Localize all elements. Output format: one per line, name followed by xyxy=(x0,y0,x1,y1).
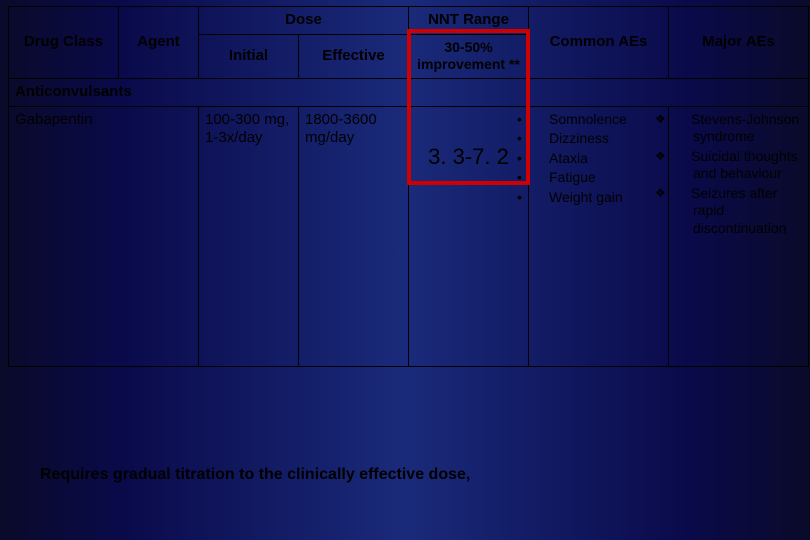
col-agent: Agent xyxy=(119,7,199,79)
table-row: Gabapentin 100-300 mg, 1-3x/day 1800-360… xyxy=(9,106,809,366)
footnote: Requires gradual titration to the clinic… xyxy=(40,466,470,484)
list-item: Dizziness xyxy=(535,130,662,148)
major-ae-list: Stevens-Johnson syndrome Suicidal though… xyxy=(675,111,802,238)
list-item: Somnolence xyxy=(535,111,662,129)
major-ae-cell: Stevens-Johnson syndrome Suicidal though… xyxy=(669,106,809,366)
col-major-ae: Major AEs xyxy=(669,7,809,79)
common-ae-list: Somnolence Dizziness Ataxia Fatigue Weig… xyxy=(535,111,662,207)
nnt-value: 3. 3-7. 2 xyxy=(409,107,528,171)
col-drug-class: Drug Class xyxy=(9,7,119,79)
list-item: Stevens-Johnson syndrome xyxy=(675,111,802,146)
list-item: Fatigue xyxy=(535,169,662,187)
category-row: Anticonvulsants xyxy=(9,78,809,106)
dose-initial-cell: 100-300 mg, 1-3x/day xyxy=(199,106,299,366)
common-ae-cell: Somnolence Dizziness Ataxia Fatigue Weig… xyxy=(529,106,669,366)
list-item: Weight gain xyxy=(535,189,662,207)
col-nnt-sub: 30-50% improvement ** xyxy=(409,34,529,78)
col-nnt: NNT Range xyxy=(409,7,529,35)
list-item: Suicidal thoughts and behaviour xyxy=(675,148,802,183)
list-item: Seizures after rapid discontinuation xyxy=(675,185,802,238)
category-label: Anticonvulsants xyxy=(9,78,809,106)
col-dose-effective: Effective xyxy=(299,34,409,78)
drug-table: Drug Class Agent Dose NNT Range Common A… xyxy=(8,6,809,367)
col-dose: Dose xyxy=(199,7,409,35)
col-common-ae: Common AEs xyxy=(529,7,669,79)
nnt-cell: 3. 3-7. 2 xyxy=(409,106,529,366)
list-item: Ataxia xyxy=(535,150,662,168)
col-dose-initial: Initial xyxy=(199,34,299,78)
slide: Drug Class Agent Dose NNT Range Common A… xyxy=(0,0,810,540)
agent-cell: Gabapentin xyxy=(9,106,199,366)
dose-effective-cell: 1800-3600 mg/day xyxy=(299,106,409,366)
